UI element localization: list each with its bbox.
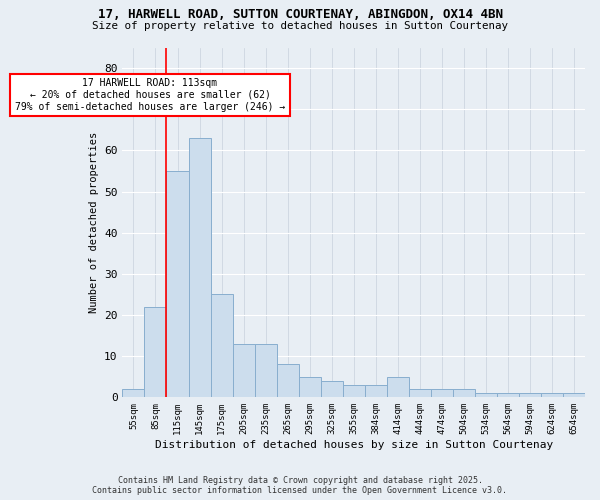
Bar <box>254 344 277 398</box>
Bar <box>519 393 541 398</box>
Text: 17, HARWELL ROAD, SUTTON COURTENAY, ABINGDON, OX14 4BN: 17, HARWELL ROAD, SUTTON COURTENAY, ABIN… <box>97 8 503 20</box>
Bar <box>343 385 365 398</box>
Bar <box>541 393 563 398</box>
Bar <box>475 393 497 398</box>
Text: Contains HM Land Registry data © Crown copyright and database right 2025.
Contai: Contains HM Land Registry data © Crown c… <box>92 476 508 495</box>
Bar <box>320 381 343 398</box>
Bar <box>431 389 453 398</box>
Bar <box>365 385 387 398</box>
Text: 17 HARWELL ROAD: 113sqm
← 20% of detached houses are smaller (62)
79% of semi-de: 17 HARWELL ROAD: 113sqm ← 20% of detache… <box>15 78 285 112</box>
Bar <box>277 364 299 398</box>
Bar <box>299 377 320 398</box>
Bar <box>387 377 409 398</box>
Bar <box>409 389 431 398</box>
Y-axis label: Number of detached properties: Number of detached properties <box>89 132 98 313</box>
Bar <box>211 294 233 398</box>
Bar <box>166 171 188 398</box>
Bar <box>233 344 254 398</box>
Bar <box>563 393 585 398</box>
Bar <box>453 389 475 398</box>
Bar <box>122 389 145 398</box>
Bar <box>497 393 519 398</box>
Text: Size of property relative to detached houses in Sutton Courtenay: Size of property relative to detached ho… <box>92 21 508 31</box>
X-axis label: Distribution of detached houses by size in Sutton Courtenay: Distribution of detached houses by size … <box>155 440 553 450</box>
Bar <box>145 307 166 398</box>
Bar <box>188 138 211 398</box>
